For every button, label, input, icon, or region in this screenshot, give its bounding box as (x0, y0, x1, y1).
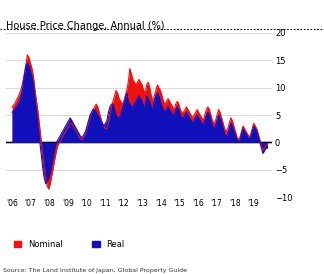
Legend: Nominal, Real: Nominal, Real (11, 237, 128, 252)
Text: House Price Change, Annual (%): House Price Change, Annual (%) (6, 21, 165, 31)
Text: Source: The Land Institute of Japan, Global Property Guide: Source: The Land Institute of Japan, Glo… (3, 268, 187, 273)
Bar (6, 141, 272, 144)
